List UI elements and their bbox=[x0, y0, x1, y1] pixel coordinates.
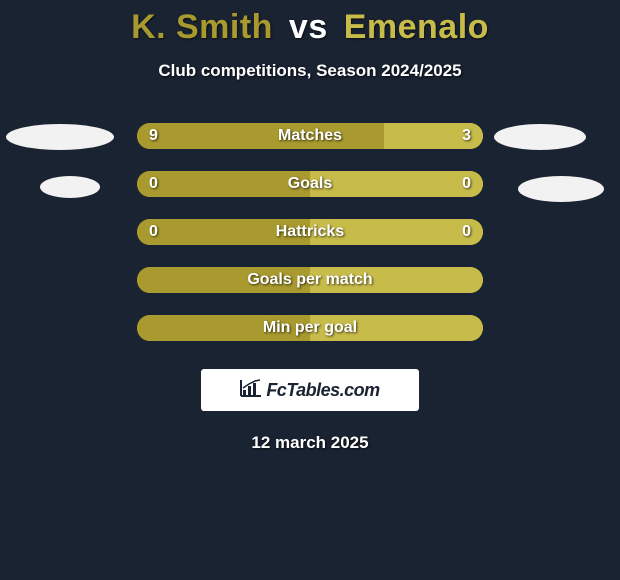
stat-bar: Hattricks00 bbox=[137, 219, 483, 245]
stat-value-left: 0 bbox=[149, 171, 158, 197]
stat-bar: Min per goal bbox=[137, 315, 483, 341]
comparison-card: K. Smith vs Emenalo Club competitions, S… bbox=[0, 0, 620, 453]
vs-label: vs bbox=[289, 8, 328, 46]
source-logo: FcTables.com bbox=[201, 369, 419, 411]
stat-bar: Goals00 bbox=[137, 171, 483, 197]
logo-text: FcTables.com bbox=[266, 380, 379, 401]
bar-left bbox=[137, 219, 310, 245]
ellipse-decoration bbox=[494, 124, 586, 150]
date-label: 12 march 2025 bbox=[0, 433, 620, 453]
player2-name: Emenalo bbox=[344, 8, 489, 46]
stat-row: Hattricks00 bbox=[0, 219, 620, 245]
bar-right bbox=[310, 219, 483, 245]
bar-left bbox=[137, 171, 310, 197]
bar-right bbox=[310, 171, 483, 197]
bar-left bbox=[137, 267, 310, 293]
title: K. Smith vs Emenalo bbox=[0, 8, 620, 47]
stat-value-right: 3 bbox=[462, 123, 471, 149]
stat-value-left: 9 bbox=[149, 123, 158, 149]
stat-value-left: 0 bbox=[149, 219, 158, 245]
stat-rows: Matches93Goals00Hattricks00Goals per mat… bbox=[0, 123, 620, 341]
subtitle: Club competitions, Season 2024/2025 bbox=[0, 61, 620, 81]
bar-left bbox=[137, 123, 384, 149]
bar-right bbox=[310, 267, 483, 293]
stat-value-right: 0 bbox=[462, 171, 471, 197]
stat-bar: Matches93 bbox=[137, 123, 483, 149]
stat-bar: Goals per match bbox=[137, 267, 483, 293]
bar-left bbox=[137, 315, 310, 341]
ellipse-decoration bbox=[6, 124, 114, 150]
stat-row: Goals per match bbox=[0, 267, 620, 293]
chart-icon bbox=[240, 379, 262, 402]
player1-name: K. Smith bbox=[131, 8, 273, 46]
stat-row: Min per goal bbox=[0, 315, 620, 341]
bar-right bbox=[310, 315, 483, 341]
ellipse-decoration bbox=[40, 176, 100, 198]
stat-value-right: 0 bbox=[462, 219, 471, 245]
ellipse-decoration bbox=[518, 176, 604, 202]
